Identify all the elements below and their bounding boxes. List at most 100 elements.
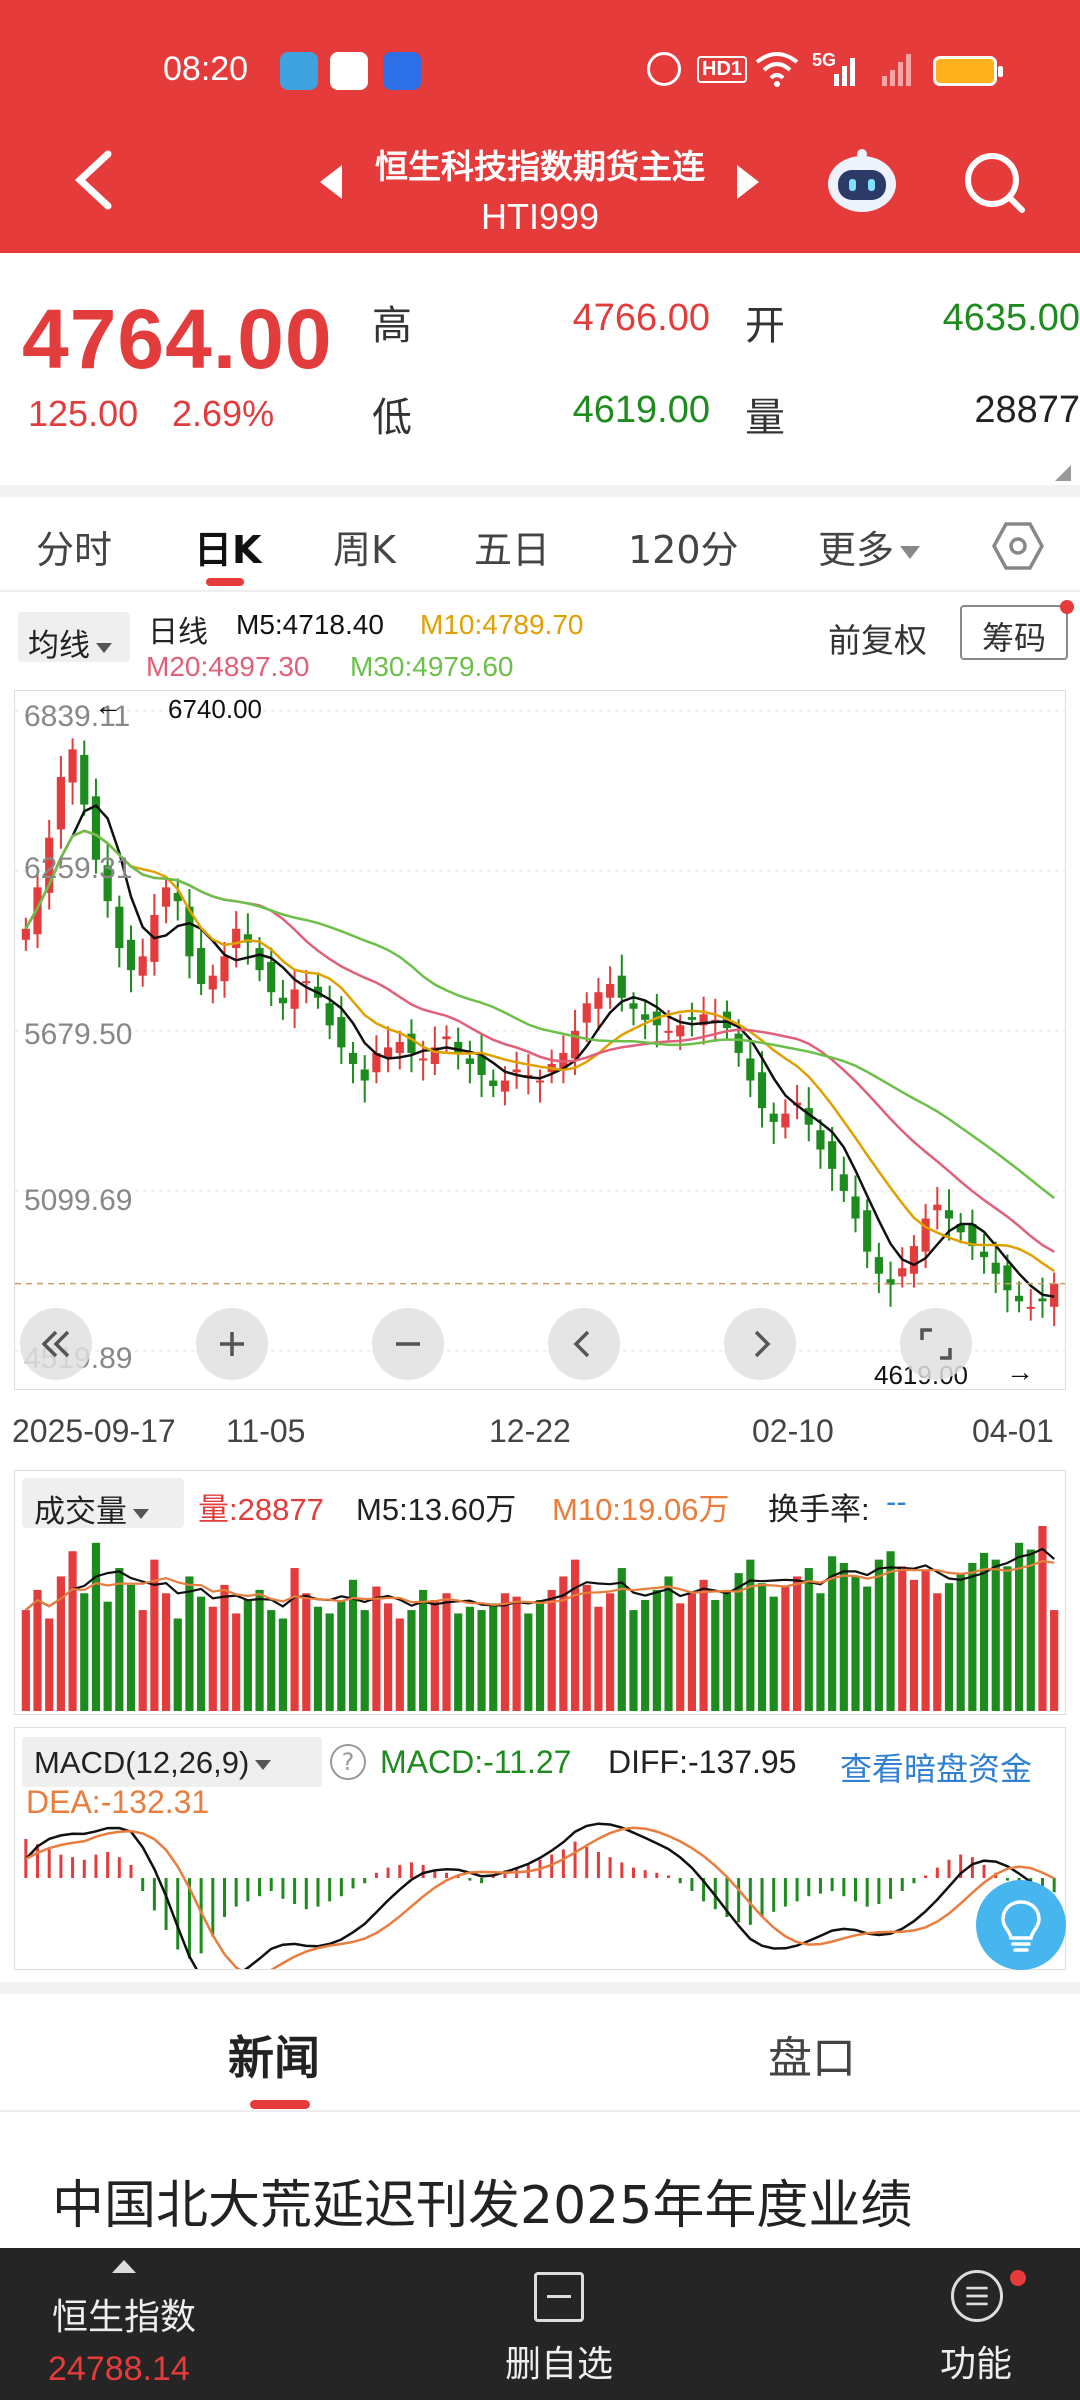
volume-bar bbox=[944, 1583, 954, 1711]
volume-bar bbox=[442, 1593, 451, 1711]
menu-icon[interactable] bbox=[951, 2270, 1003, 2322]
candle-body bbox=[570, 1030, 580, 1059]
notification-dot bbox=[1010, 2270, 1026, 2286]
macd-bar bbox=[363, 1878, 367, 1884]
fullscreen-button[interactable] bbox=[900, 1308, 972, 1380]
volume-bar bbox=[968, 1563, 977, 1711]
candle-body bbox=[1038, 1298, 1047, 1302]
ma30-line bbox=[24, 829, 1055, 1199]
search-icon[interactable] bbox=[962, 150, 1028, 216]
macd-value: MACD:-11.27 bbox=[380, 1744, 572, 1780]
tab-weekly-k[interactable]: 周K bbox=[333, 528, 396, 572]
next-contract-arrow[interactable] bbox=[737, 165, 759, 199]
volume-bar bbox=[804, 1568, 813, 1711]
indicator-select[interactable]: 均线 bbox=[18, 612, 130, 664]
scroll-right-button[interactable] bbox=[724, 1308, 796, 1380]
tab-intraday[interactable]: 分时 bbox=[36, 528, 113, 572]
tab-more[interactable]: 更多 bbox=[818, 519, 921, 574]
candlestick-chart[interactable] bbox=[14, 690, 1066, 1390]
macd-bar bbox=[585, 1846, 589, 1878]
index-name[interactable]: 恒生指数 bbox=[52, 2297, 197, 2338]
macd-bar bbox=[433, 1870, 437, 1878]
candlestick-plot bbox=[15, 710, 1065, 1352]
candle-body bbox=[641, 1014, 650, 1020]
remove-watchlist-label[interactable]: 删自选 bbox=[505, 2344, 614, 2385]
ai-assistant-robot-icon[interactable] bbox=[826, 148, 898, 214]
macd-bar bbox=[106, 1852, 110, 1878]
macd-indicator-select[interactable]: MACD(12,26,9) bbox=[22, 1737, 322, 1787]
tips-button[interactable] bbox=[976, 1880, 1066, 1970]
volume-bar bbox=[664, 1576, 673, 1711]
macd-bar bbox=[842, 1878, 846, 1897]
volume-bar bbox=[535, 1600, 545, 1711]
tab-news[interactable]: 新闻 bbox=[228, 2031, 320, 2085]
macd-bar bbox=[900, 1878, 904, 1891]
scroll-start-button[interactable] bbox=[20, 1308, 92, 1380]
expand-up-icon[interactable] bbox=[112, 2260, 136, 2273]
macd-bar bbox=[935, 1867, 939, 1878]
volume-bar bbox=[898, 1566, 907, 1711]
candle-body bbox=[80, 754, 89, 805]
candle-body bbox=[465, 1058, 474, 1064]
candle-body bbox=[500, 1080, 510, 1092]
macd-bar bbox=[854, 1878, 858, 1902]
macd-bar bbox=[959, 1854, 963, 1878]
functions-label[interactable]: 功能 bbox=[940, 2344, 1013, 2385]
status-time: 08:20 bbox=[163, 50, 249, 88]
macd-chart[interactable] bbox=[14, 1727, 1066, 1970]
candle-body bbox=[126, 939, 136, 971]
expand-corner-icon[interactable] bbox=[1055, 465, 1071, 481]
macd-bar bbox=[760, 1878, 764, 1917]
volume-bar bbox=[290, 1568, 299, 1711]
settings-hexagon-icon[interactable] bbox=[992, 520, 1044, 572]
zoom-in-button[interactable] bbox=[196, 1308, 268, 1380]
zoom-out-button[interactable] bbox=[372, 1308, 444, 1380]
volume-bar bbox=[1026, 1549, 1035, 1711]
x-axis-label: 12-22 bbox=[489, 1413, 571, 1449]
diff-value: DIFF:-137.95 bbox=[608, 1744, 797, 1780]
y-axis-label: 5099.69 bbox=[24, 1184, 133, 1217]
candle-body bbox=[138, 956, 147, 976]
macd-bar bbox=[772, 1878, 776, 1912]
volume-chart[interactable] bbox=[14, 1470, 1066, 1715]
volume-indicator-select[interactable]: 成交量 bbox=[22, 1478, 184, 1530]
macd-bar bbox=[129, 1865, 133, 1878]
volume-bar bbox=[91, 1542, 101, 1711]
volume-bar bbox=[699, 1579, 708, 1711]
prev-contract-arrow[interactable] bbox=[320, 165, 342, 199]
double-chevron-left-icon bbox=[41, 1330, 70, 1358]
lightbulb-icon bbox=[1001, 1900, 1041, 1952]
volume-bar bbox=[33, 1589, 42, 1711]
help-icon[interactable]: ? bbox=[330, 1744, 366, 1780]
remove-watchlist-icon[interactable] bbox=[534, 2272, 584, 2322]
scroll-left-button[interactable] bbox=[548, 1308, 620, 1380]
macd-bar bbox=[830, 1878, 834, 1891]
volume-bar bbox=[1050, 1610, 1059, 1711]
volume-bar bbox=[792, 1576, 802, 1711]
macd-bar bbox=[199, 1878, 203, 1954]
candle-body bbox=[325, 1003, 334, 1026]
macd-bar bbox=[152, 1878, 156, 1911]
macd-bar bbox=[631, 1867, 635, 1878]
volume-ma10: M10:19.06万 bbox=[552, 1492, 730, 1527]
candle-body bbox=[606, 983, 615, 998]
candle-body bbox=[278, 997, 288, 1004]
chevron-down-icon bbox=[133, 1508, 149, 1519]
volume-bar bbox=[676, 1603, 685, 1711]
macd-bar bbox=[269, 1878, 273, 1891]
volume-bar bbox=[839, 1563, 848, 1711]
tab-five-day[interactable]: 五日 bbox=[474, 528, 551, 572]
x-axis-label: 02-10 bbox=[752, 1413, 834, 1449]
candle-body bbox=[746, 1058, 755, 1081]
price-adjust-mode[interactable]: 前复权 bbox=[828, 621, 927, 660]
tab-order-book[interactable]: 盘口 bbox=[768, 2033, 856, 2084]
ma20-value: M20:4897.30 bbox=[146, 651, 310, 682]
tab-daily-k[interactable]: 日K bbox=[194, 528, 262, 572]
back-arrow-icon[interactable] bbox=[68, 150, 118, 210]
macd-bar bbox=[678, 1878, 682, 1884]
dark-pool-link[interactable]: 查看暗盘资金 bbox=[840, 1751, 1033, 1787]
chips-distribution-button[interactable]: 筹码 bbox=[960, 605, 1068, 660]
news-headline[interactable]: 中国北大荒延迟刊发2025年年度业绩 bbox=[52, 2176, 913, 2236]
volume-bar bbox=[1003, 1566, 1012, 1711]
tab-120min[interactable]: 120分 bbox=[628, 528, 739, 572]
